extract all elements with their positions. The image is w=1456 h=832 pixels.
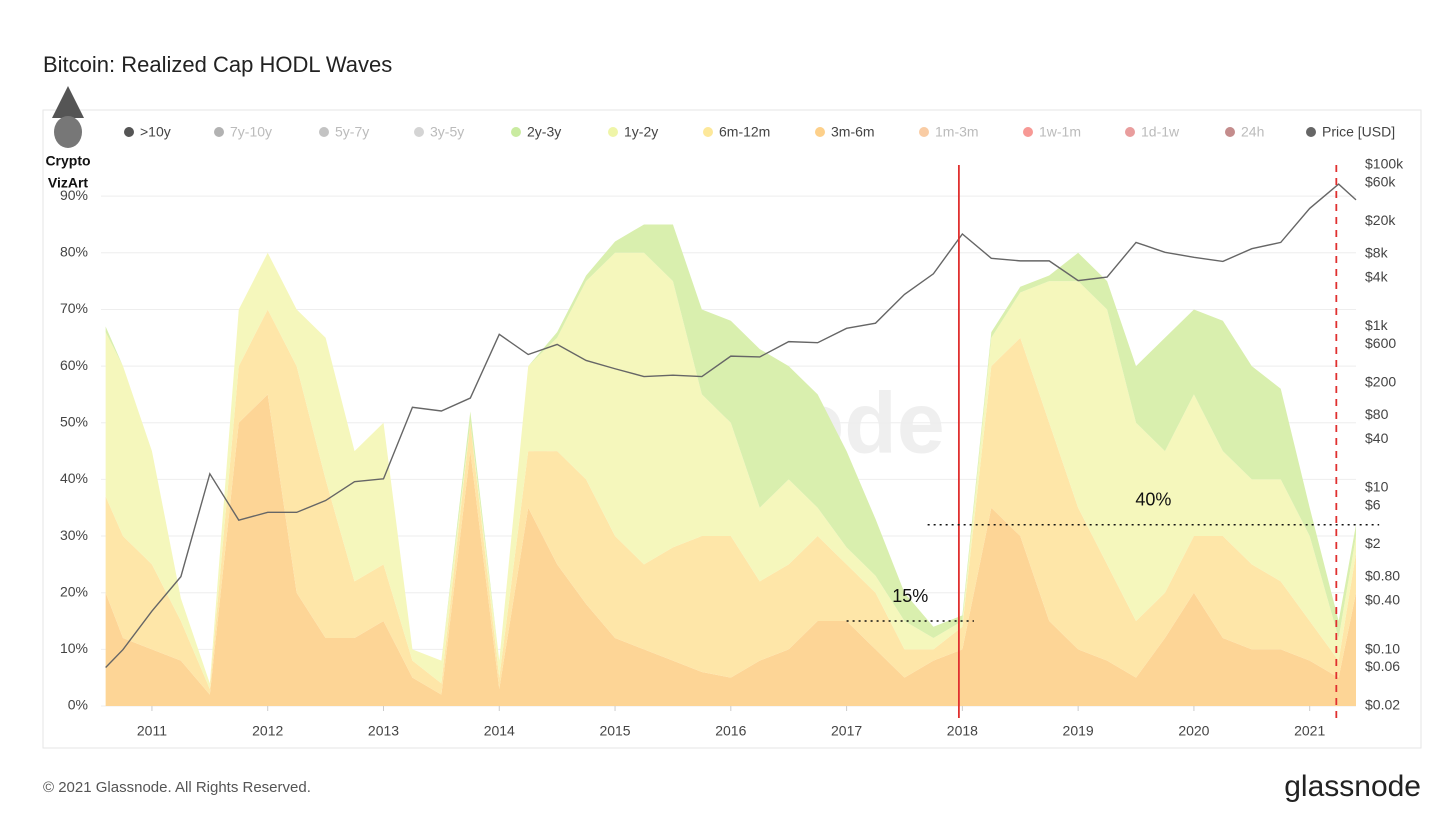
legend-label: >10y <box>140 124 171 140</box>
y-tick-label: 60% <box>60 357 88 373</box>
x-tick-label: 2021 <box>1294 723 1325 739</box>
y2-tick-label: $10 <box>1365 479 1389 495</box>
annotation: 15% <box>892 586 928 606</box>
y2-tick-label: $100k <box>1365 156 1404 172</box>
legend-label: 6m-12m <box>719 124 770 140</box>
legend-swatch <box>1306 127 1316 137</box>
legend-label: 24h <box>1241 124 1264 140</box>
y2-tick-label: $40 <box>1365 430 1389 446</box>
area-band <box>105 252 1357 690</box>
x-tick-label: 2018 <box>947 723 978 739</box>
crypto-vizart-logo: Crypto VizArt <box>45 86 91 191</box>
y-tick-label: 90% <box>60 187 88 203</box>
legend-label: 1y-2y <box>624 124 658 140</box>
x-tick-label: 2019 <box>1063 723 1094 739</box>
logo-hat <box>52 86 84 118</box>
y2-tick-label: $0.80 <box>1365 567 1400 583</box>
legend-swatch <box>414 127 424 137</box>
legend-label: 5y-7y <box>335 124 369 140</box>
x-tick-label: 2013 <box>368 723 399 739</box>
y2-tick-label: $60k <box>1365 174 1396 190</box>
legend-label: 7y-10y <box>230 124 272 140</box>
legend-label: 1m-3m <box>935 124 979 140</box>
y2-tick-label: $4k <box>1365 269 1389 285</box>
y-tick-label: 30% <box>60 527 88 543</box>
y2-tick-label: $20k <box>1365 212 1396 228</box>
x-tick-label: 2020 <box>1178 723 1209 739</box>
price-line <box>105 183 1357 668</box>
legend-swatch <box>319 127 329 137</box>
legend-label: 1w-1m <box>1039 124 1081 140</box>
x-tick-label: 2017 <box>831 723 862 739</box>
footer: © 2021 Glassnode. All Rights Reserved. <box>43 779 311 796</box>
chart-frame <box>42 109 1422 749</box>
y2-tick-label: $8k <box>1365 244 1389 260</box>
legend-swatch <box>1225 127 1235 137</box>
legend-swatch <box>124 127 134 137</box>
y-tick-label: 10% <box>60 640 88 656</box>
logo-face <box>54 116 82 148</box>
legend-label: 3m-6m <box>831 124 875 140</box>
x-tick-label: 2011 <box>137 723 167 739</box>
y-tick-label: 0% <box>68 697 88 713</box>
legend-swatch <box>703 127 713 137</box>
legend-swatch <box>919 127 929 137</box>
legend-swatch <box>608 127 618 137</box>
legend-swatch <box>1125 127 1135 137</box>
x-tick-label: 2014 <box>484 723 515 739</box>
legend-swatch <box>1023 127 1033 137</box>
y2-tick-label: $2 <box>1365 535 1381 551</box>
y-tick-label: 70% <box>60 300 88 316</box>
y2-tick-label: $1k <box>1365 317 1389 333</box>
chart-title: Bitcoin: Realized Cap HODL Waves <box>43 52 392 77</box>
y-tick-label: 20% <box>60 583 88 599</box>
brand-logo: glassnode <box>1284 770 1421 803</box>
legend-swatch <box>815 127 825 137</box>
area-band <box>105 309 1357 695</box>
y2-tick-label: $600 <box>1365 335 1396 351</box>
y2-tick-label: $6 <box>1365 497 1381 513</box>
x-tick-label: 2016 <box>715 723 746 739</box>
y-tick-label: 80% <box>60 244 88 260</box>
y-tick-label: 50% <box>60 413 88 429</box>
y2-tick-label: $0.40 <box>1365 592 1400 608</box>
y2-tick-label: $0.06 <box>1365 658 1400 674</box>
legend-label: 2y-3y <box>527 124 561 140</box>
y2-tick-label: $200 <box>1365 374 1396 390</box>
legend-swatch <box>214 127 224 137</box>
y2-tick-label: $80 <box>1365 406 1389 422</box>
y2-tick-label: $0.10 <box>1365 640 1400 656</box>
legend-swatch <box>511 127 521 137</box>
legend-label: Price [USD] <box>1322 124 1395 140</box>
annotation: 40% <box>1135 489 1171 509</box>
legend-label: 1d-1w <box>1141 124 1180 140</box>
legend-label: 3y-5y <box>430 124 464 140</box>
x-tick-label: 2012 <box>252 723 283 739</box>
area-band <box>105 394 1357 706</box>
logo-text: Crypto <box>45 153 90 169</box>
x-tick-label: 2015 <box>599 723 630 739</box>
logo-text: VizArt <box>48 175 89 191</box>
y-tick-label: 40% <box>60 470 88 486</box>
y2-tick-label: $0.02 <box>1365 697 1400 713</box>
